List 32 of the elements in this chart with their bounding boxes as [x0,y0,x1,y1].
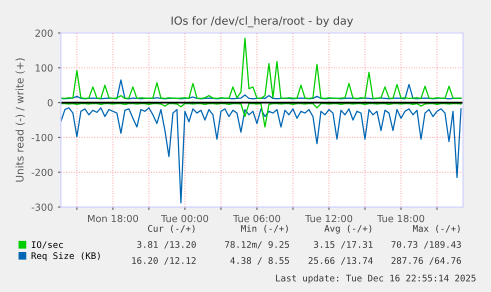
y-tick-label: 0 [48,99,53,106]
chart-title: IOs for /dev/cl_hera/root - by day [172,16,354,28]
x-tick-label: Mon 18:00 [88,214,138,222]
text: 287.76 /64.76 [392,257,461,265]
y-tick-label: -100 [32,134,53,142]
text: 78.12m/ 9.25 [225,241,289,249]
x-tick-label: Tue 06:00 [233,214,280,222]
text: Avg (-/+) [324,224,372,234]
text: 25.66 /13.74 [308,257,373,265]
text: 3.15 /17.31 [314,241,373,249]
text: 3.81 /13.20 [137,241,196,249]
y-tick-label: 100 [36,64,53,72]
text: Max (-/+) [413,224,460,233]
x-tick-label: Tue 12:00 [305,214,352,222]
y-tick-label: 200 [35,29,53,37]
text: Min (-/+) [241,224,288,233]
legend-label: IO/sec [32,241,63,249]
line-series [60,79,462,100]
line-series [60,103,462,128]
text: 70.73 /189.43 [391,241,461,249]
text: 4.38 / 8.55 [230,257,289,265]
line-series [60,107,462,204]
legend-label: Req Size (KB) [32,252,100,261]
y-tick-label: -200 [32,168,53,176]
text: Cur (-/+) [148,224,195,233]
text: 16.20 /12.12 [132,257,196,265]
line-series [60,38,462,100]
y-tick-label: -300 [32,204,53,211]
x-tick-label: Tue 18:00 [377,214,424,222]
x-tick-label: Tue 00:00 [161,214,208,222]
y-axis-title: Units read (-) / write (+) [16,58,25,182]
text: Last update: Tue Dec 16 22:55:14 2025 [276,274,476,284]
